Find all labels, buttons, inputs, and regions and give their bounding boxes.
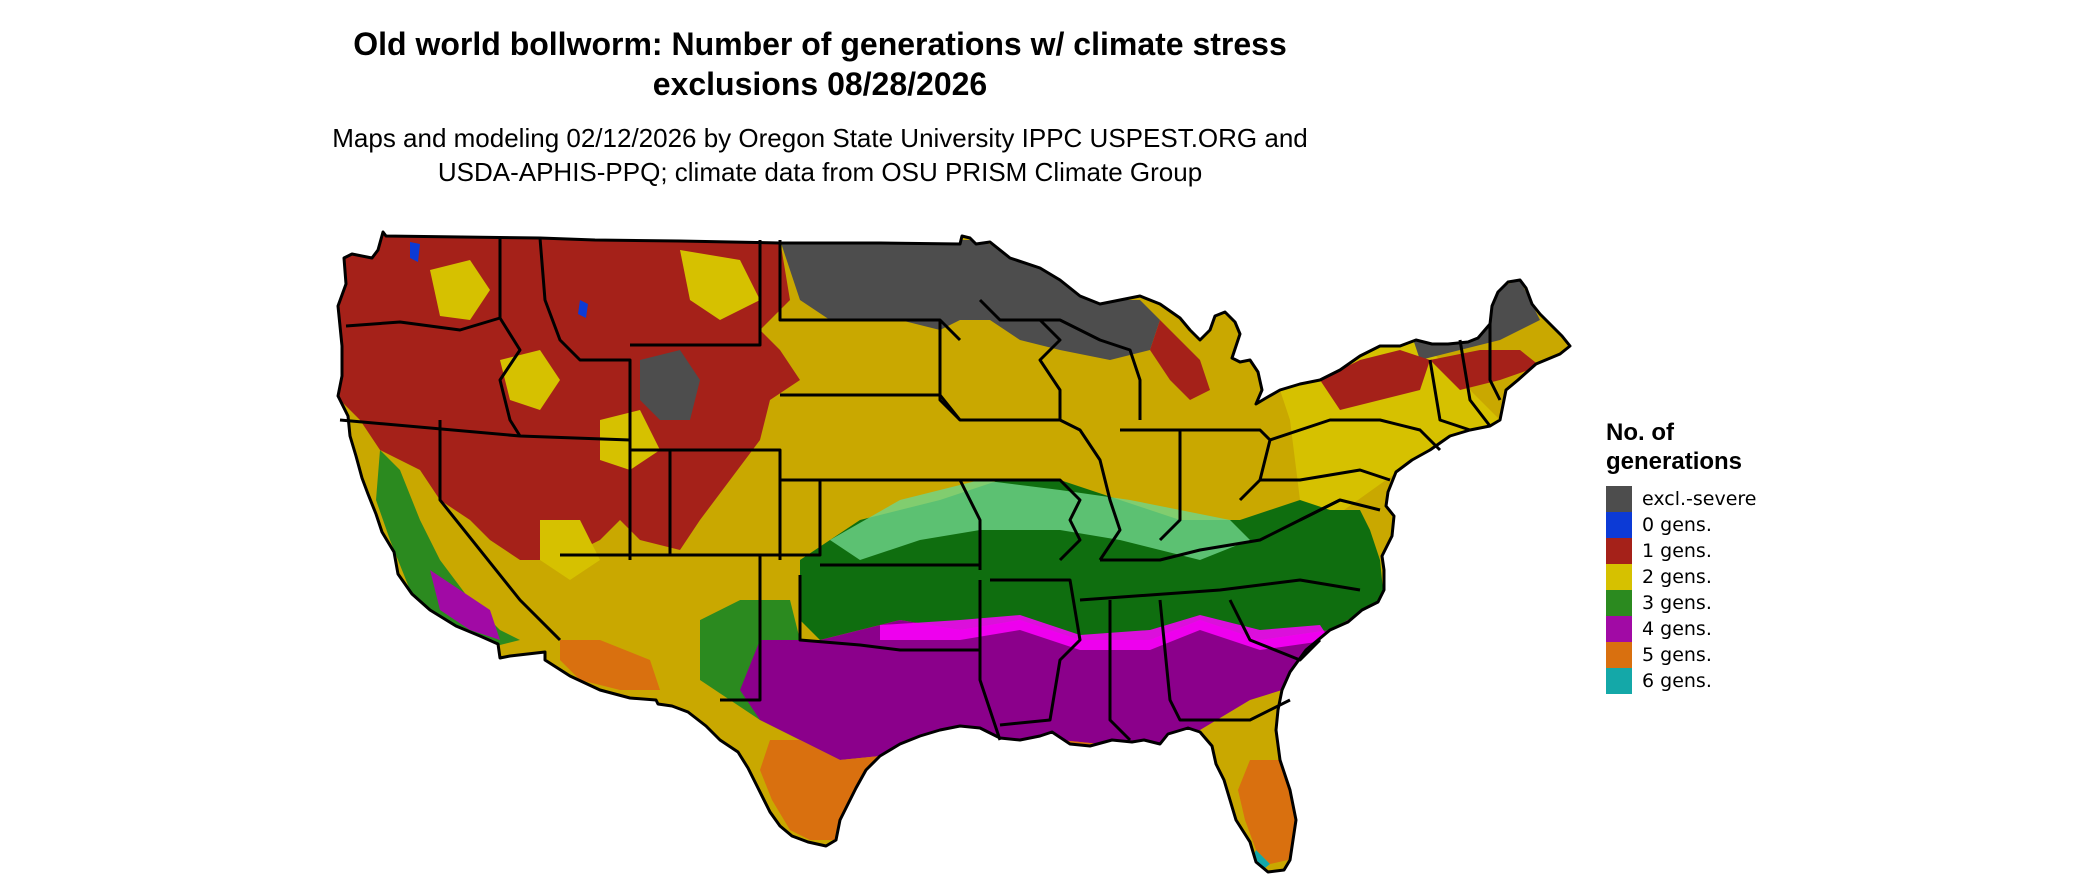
border-ga-sc xyxy=(1228,599,1322,662)
zone-1-gens-newyork xyxy=(1320,350,1430,410)
legend-swatch xyxy=(1606,486,1632,512)
zone-3-gens-california xyxy=(376,450,520,650)
legend-label: 1 gens. xyxy=(1642,540,1712,562)
generation-zones xyxy=(338,232,1570,872)
us-national-border xyxy=(336,230,1572,874)
border-tx-ok xyxy=(798,575,982,652)
border-pa-ny xyxy=(1269,418,1442,452)
legend-label: 5 gens. xyxy=(1642,644,1712,666)
border-or-ca-nv xyxy=(339,418,631,442)
border-il-in xyxy=(1059,418,1122,561)
legend-swatch xyxy=(1606,642,1632,668)
border-vt-nh xyxy=(1458,339,1492,427)
map-title-line1: Old world bollworm: Number of generation… xyxy=(353,26,1287,62)
border-nh-me xyxy=(1488,324,1502,401)
zone-1-gens-michigan xyxy=(1150,320,1210,400)
border-ar-ms xyxy=(990,578,1082,727)
state-borders xyxy=(339,237,1502,742)
zone-excl-severe-wyoming xyxy=(640,350,700,420)
legend-swatch xyxy=(1606,590,1632,616)
legend-title-line2: generations xyxy=(1606,448,1743,475)
legend-item: 6 gens. xyxy=(1606,668,1757,694)
zone-6-gens-texas xyxy=(876,800,900,850)
legend-swatch xyxy=(1606,616,1632,642)
legend-items: excl.-severe 0 gens. 1 gens. 2 gens. 3 gens.… xyxy=(1606,486,1757,694)
legend-label: 2 gens. xyxy=(1642,566,1712,588)
legend-label: 4 gens. xyxy=(1642,618,1712,640)
zone-2-gens-washington xyxy=(430,260,490,320)
border-ar-la xyxy=(978,650,1002,741)
legend-label: 6 gens. xyxy=(1642,670,1712,692)
zone-2-gens-idaho xyxy=(500,350,560,410)
border-wa-or xyxy=(345,316,501,332)
zone-3-gens-light xyxy=(830,480,1250,560)
border-ne-ks xyxy=(820,478,982,570)
legend-title-line1: No. of xyxy=(1606,419,1674,446)
border-ca-nv xyxy=(438,420,562,642)
zone-2-gens-arizona xyxy=(680,560,740,620)
border-az-nm xyxy=(670,553,762,702)
legend: No. of generations excl.-severe 0 gens. 1 … xyxy=(1606,418,1757,694)
zone-2-gens-montana xyxy=(680,250,760,320)
border-id-mt-ut xyxy=(538,237,632,560)
legend-item: 3 gens. xyxy=(1606,590,1757,616)
legend-label: excl.-severe xyxy=(1642,488,1757,510)
border-wi-mi xyxy=(1040,318,1142,420)
border-nm-co xyxy=(760,478,822,557)
border-ms-al xyxy=(1108,600,1132,742)
border-tn-south xyxy=(1079,578,1361,602)
zone-2-gens-nevada xyxy=(540,520,600,580)
legend-item: 4 gens. xyxy=(1606,616,1757,642)
border-wy-co xyxy=(630,448,782,560)
legend-item: excl.-severe xyxy=(1606,486,1757,512)
legend-item: 0 gens. xyxy=(1606,512,1757,538)
border-mt-wy xyxy=(630,240,762,347)
zone-5-gens-florida xyxy=(1238,760,1296,864)
border-al-ga xyxy=(1158,599,1291,722)
zone-1-gens-newengland xyxy=(1430,350,1540,390)
legend-swatch xyxy=(1606,512,1632,538)
map-subtitle-line2: USDA-APHIS-PPQ; climate data from OSU PR… xyxy=(437,157,1203,187)
legend-swatch xyxy=(1606,564,1632,590)
zone-4-gens-bright xyxy=(880,615,1330,650)
zone-0-gens-rockies xyxy=(578,300,588,318)
border-mo xyxy=(960,478,1082,562)
legend-label: 0 gens. xyxy=(1642,514,1712,536)
map-title: Old world bollworm: Number of generation… xyxy=(260,24,1380,104)
legend-swatch xyxy=(1606,538,1632,564)
zone-5-gens-texas xyxy=(760,740,880,840)
border-ny-newengland xyxy=(1428,359,1471,432)
map-title-line2: exclusions 08/28/2026 xyxy=(652,66,988,102)
border-id-west xyxy=(498,238,522,437)
zone-4-gens-desert xyxy=(430,570,500,640)
zone-0-gens-cascades xyxy=(410,242,420,262)
border-in-oh xyxy=(1120,428,1182,542)
legend-item: 5 gens. xyxy=(1606,642,1757,668)
border-md-va xyxy=(1260,468,1391,482)
border-va-nc xyxy=(1299,498,1381,522)
border-mn-ia xyxy=(938,298,1062,422)
map-subtitle: Maps and modeling 02/12/2026 by Oregon S… xyxy=(260,121,1380,189)
zone-5-gens-arizona xyxy=(560,640,660,690)
zone-excl-severe-north xyxy=(780,240,1160,360)
legend-swatch xyxy=(1606,668,1632,694)
border-nd-sd xyxy=(778,240,962,342)
legend-title: No. of generations xyxy=(1606,418,1757,476)
legend-item: 1 gens. xyxy=(1606,538,1757,564)
legend-item: 2 gens. xyxy=(1606,564,1757,590)
legend-label: 3 gens. xyxy=(1642,592,1712,614)
map-subtitle-line1: Maps and modeling 02/12/2026 by Oregon S… xyxy=(332,123,1308,153)
